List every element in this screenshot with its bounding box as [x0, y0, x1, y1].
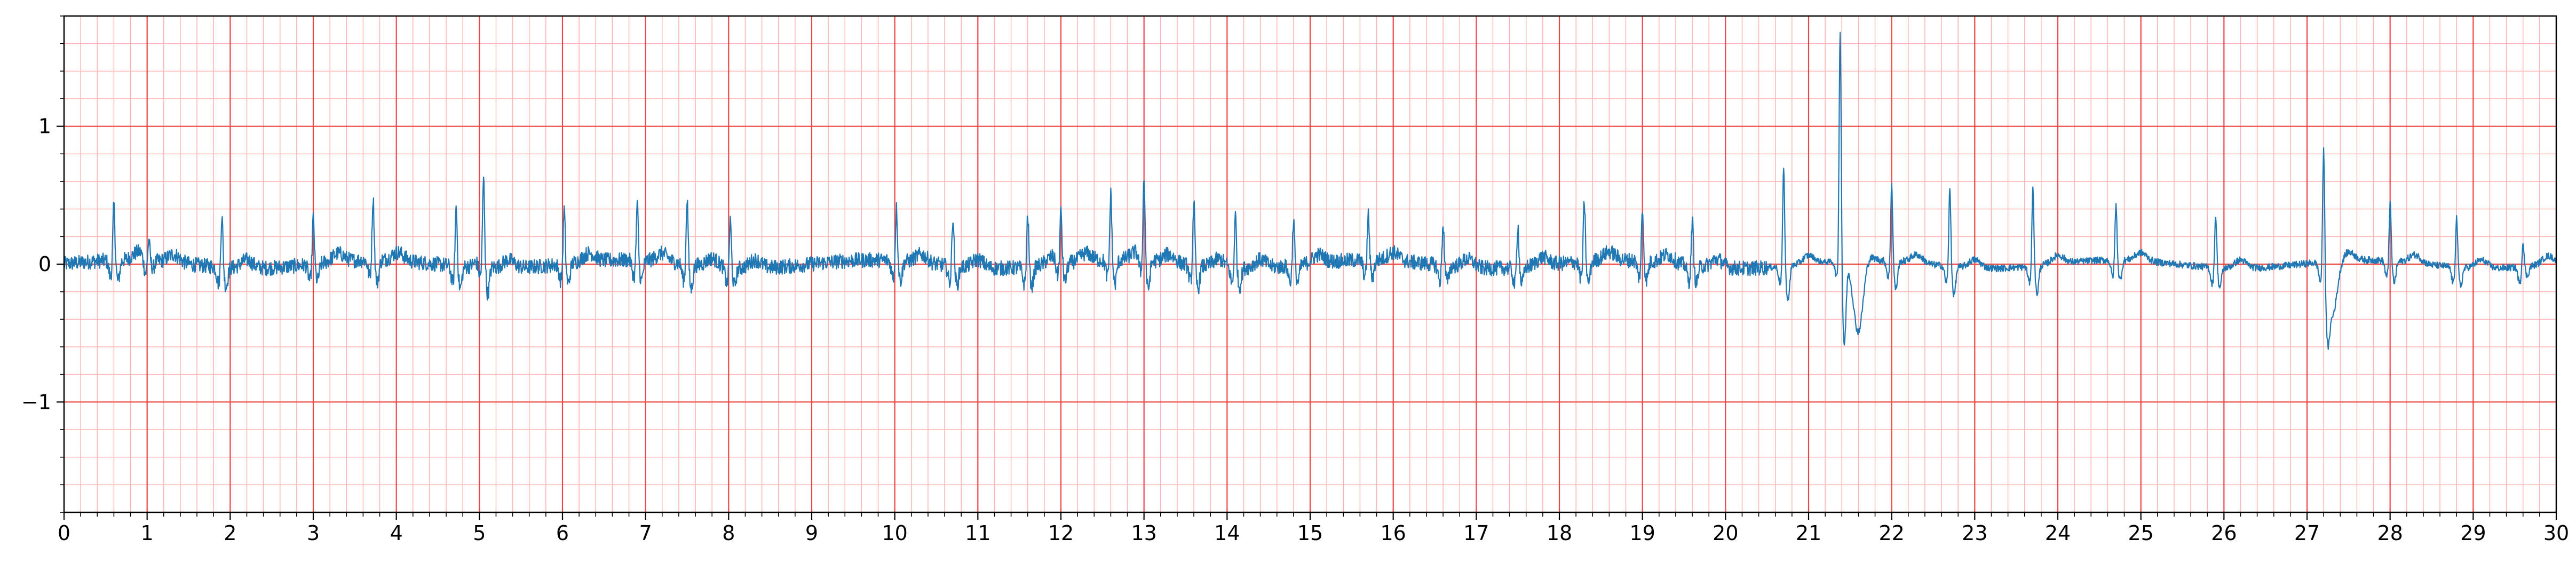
- x-tick-label: 30: [2543, 521, 2569, 545]
- x-tick-label: 21: [1796, 521, 1821, 545]
- x-tick-label: 29: [2460, 521, 2486, 545]
- x-tick-label: 3: [307, 521, 320, 545]
- x-tick-label: 24: [2045, 521, 2071, 545]
- x-tick-label: 5: [473, 521, 486, 545]
- x-tick-label: 19: [1629, 521, 1655, 545]
- series-layer: [63, 31, 2557, 350]
- x-tick-label: 4: [390, 521, 403, 545]
- x-tick-label: 16: [1380, 521, 1406, 545]
- x-tick-labels: 0 1 2 3 4 5 6 7 8 9 10 11 12 13 14 15 16 17 18 19 20 21 22 23 24…: [58, 521, 2569, 545]
- x-tick-label: 11: [965, 521, 990, 545]
- x-tick-label: 2: [224, 521, 236, 545]
- x-tick-label: 27: [2294, 521, 2320, 545]
- x-tick-label: 20: [1713, 521, 1738, 545]
- x-tick-label: 1: [141, 521, 154, 545]
- x-tick-label: 6: [556, 521, 569, 545]
- x-tick-label: 17: [1463, 521, 1489, 545]
- x-tick-label: 8: [722, 521, 735, 545]
- x-tick-label: 13: [1131, 521, 1156, 545]
- x-tick-label: 15: [1297, 521, 1323, 545]
- x-tick-label: 26: [2211, 521, 2237, 545]
- x-tick-label: 0: [58, 521, 70, 545]
- x-tick-label: 7: [639, 521, 652, 545]
- y-tick-labels: −1 0 1: [21, 115, 51, 414]
- x-tick-label: 9: [805, 521, 818, 545]
- y-tick-label: 1: [38, 115, 51, 138]
- x-tick-label: 28: [2377, 521, 2403, 545]
- y-tick-label: −1: [21, 390, 51, 414]
- x-tick-label: 23: [1962, 521, 1987, 545]
- axis-ticks: [57, 15, 2557, 520]
- x-tick-label: 18: [1547, 521, 1572, 545]
- signal-line: [63, 31, 2557, 350]
- x-tick-label: 10: [882, 521, 907, 545]
- x-tick-label: 12: [1048, 521, 1074, 545]
- x-tick-label: 22: [1879, 521, 1904, 545]
- y-tick-label: 0: [38, 252, 51, 276]
- x-tick-label: 14: [1214, 521, 1240, 545]
- x-tick-label: 25: [2128, 521, 2153, 545]
